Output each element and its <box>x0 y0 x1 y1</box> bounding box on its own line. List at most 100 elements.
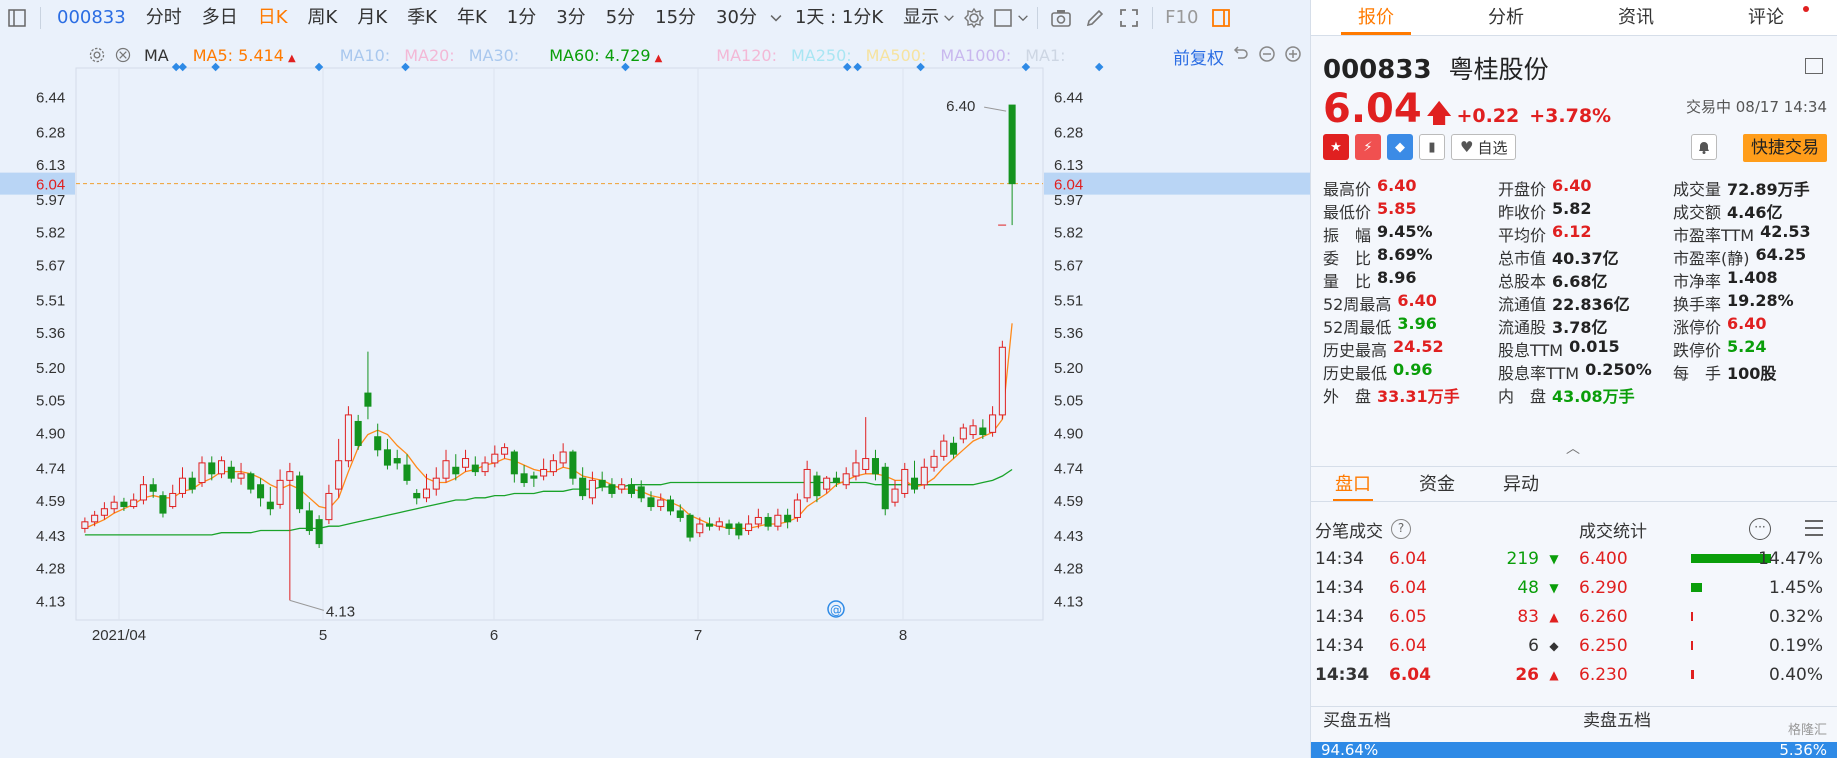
display-menu[interactable]: 显示 <box>903 7 940 28</box>
tick-list[interactable]: 14:34 6.04 219 ▼ 14:34 6.04 48 ▼ 14:34 6.05 83 ▲ 14:… <box>1315 544 1577 689</box>
bell-icon[interactable] <box>1691 134 1717 160</box>
period-select[interactable]: 1天 : 1分K <box>794 7 884 28</box>
candle-body <box>91 514 99 523</box>
tab-multiday[interactable]: 多日 <box>201 7 238 28</box>
tab-movement[interactable]: 异动 <box>1503 474 1539 495</box>
zoom-in-icon[interactable] <box>1284 45 1302 68</box>
tab-quote[interactable]: 报价 <box>1311 0 1441 35</box>
close-icon[interactable] <box>110 37 136 73</box>
stat-label: 流通值 <box>1498 294 1547 314</box>
volume-stats-title: 成交统计 <box>1579 521 1647 542</box>
bookmark-icon[interactable]: ▮ <box>1419 134 1445 160</box>
y-tick-label-right: 4.74 <box>1054 460 1083 477</box>
chevron-down-icon[interactable] <box>941 0 957 36</box>
stat-label: 市净率 <box>1673 271 1722 291</box>
stat-item: 市净率 1.408 <box>1673 268 1823 292</box>
toolbar-divider <box>1037 7 1039 29</box>
china-flag-icon[interactable]: ★ <box>1323 134 1349 160</box>
stat-label: 外 盘 <box>1323 386 1372 406</box>
tick-volume: 6 <box>1528 635 1539 656</box>
candlestick-chart[interactable]: 6.44 6.44 6.28 6.28 6.13 6.13 5.97 5.97 5.82 5.82… <box>0 0 1310 758</box>
tab-news[interactable]: 资讯 <box>1618 7 1654 28</box>
tab-15min[interactable]: 15分 <box>655 7 697 28</box>
f10-button[interactable]: F10 <box>1165 7 1199 28</box>
ma-label[interactable]: MA <box>144 45 169 65</box>
tab-30min[interactable]: 30分 <box>716 7 757 28</box>
tick-time: 14:34 <box>1315 635 1364 656</box>
stat-value: 8.96 <box>1377 267 1417 287</box>
tab-capital[interactable]: 资金 <box>1419 474 1455 495</box>
gear-icon[interactable] <box>84 37 110 73</box>
chevron-down-icon[interactable] <box>1015 0 1031 36</box>
tab-comments[interactable]: 评论 <box>1701 0 1831 35</box>
stat-value: 42.53 <box>1760 221 1811 241</box>
fast-trade-button[interactable]: 快捷交易 <box>1743 134 1827 162</box>
sidebar-toggle-icon[interactable] <box>0 0 34 36</box>
ma60-indicator: MA60: 4.729 ▲ <box>549 46 662 65</box>
x-tick-label: 7 <box>694 627 702 644</box>
candle-body <box>139 484 147 501</box>
tab-monthly-k[interactable]: 月K <box>357 7 388 28</box>
tab-5min[interactable]: 5分 <box>605 7 636 28</box>
tag-icon[interactable]: ◆ <box>1387 134 1413 160</box>
chevron-down-icon[interactable] <box>767 0 785 36</box>
candle-body <box>520 473 528 484</box>
square-icon[interactable] <box>991 0 1015 36</box>
buy-book-title[interactable]: 买盘五档 <box>1323 711 1391 731</box>
undo-icon[interactable] <box>1232 45 1250 68</box>
candle-body <box>715 521 723 527</box>
tab-3min[interactable]: 3分 <box>556 7 586 28</box>
tab-daily-k[interactable]: 日K <box>257 7 288 28</box>
panel-toggle-icon[interactable] <box>1204 0 1238 36</box>
candle-body <box>344 414 352 462</box>
candle-body <box>637 486 645 499</box>
tick-time: 14:34 <box>1315 664 1370 685</box>
stat-item: 最高价 6.40 <box>1323 176 1498 200</box>
camera-icon[interactable] <box>1044 0 1078 36</box>
y-tick-label-right: 5.05 <box>1054 393 1083 410</box>
help-icon[interactable]: ? <box>1391 519 1411 539</box>
fullscreen-icon[interactable] <box>1112 0 1146 36</box>
tab-yearly-k[interactable]: 年K <box>456 7 487 28</box>
volume-stat-row: 6.400 14.47% <box>1579 544 1831 573</box>
event-marker-icon <box>178 62 187 72</box>
list-icon[interactable] <box>1805 520 1823 536</box>
toolbar-divider <box>40 7 41 29</box>
more-icon[interactable]: ··· <box>1749 518 1771 540</box>
candle-body <box>959 427 967 440</box>
tab-1min[interactable]: 1分 <box>506 7 537 28</box>
candle-body <box>130 499 138 508</box>
order-book-header: 买盘五档 卖盘五档 <box>1311 706 1837 734</box>
tab-quarterly-k[interactable]: 季K <box>407 7 437 28</box>
stock-code-label[interactable]: 000833 <box>57 7 126 28</box>
ma20-indicator: MA20: <box>404 45 455 65</box>
add-watchlist-button[interactable]: ♥ 自选 <box>1451 134 1517 160</box>
candle-body <box>149 484 157 492</box>
panel-layout-icon[interactable] <box>1805 58 1823 74</box>
pencil-icon[interactable] <box>1078 0 1112 36</box>
candle-body <box>374 436 382 451</box>
tick-volume: 48 <box>1517 577 1539 598</box>
candle-body <box>296 475 304 510</box>
adjust-mode-button[interactable]: 前复权 <box>1173 49 1224 69</box>
y-tick-label-left: 5.20 <box>36 360 65 377</box>
sell-book-title[interactable]: 卖盘五档 <box>1583 711 1651 731</box>
tab-orderbook[interactable]: 盘口 <box>1311 467 1395 501</box>
tab-weekly-k[interactable]: 周K <box>307 7 338 28</box>
event-marker-icon <box>1094 62 1104 72</box>
tab-fenshi[interactable]: 分时 <box>145 7 182 28</box>
candle-body <box>793 499 801 518</box>
y-tick-label-left: 6.13 <box>36 157 65 174</box>
volume-stat-pct: 0.40% <box>1768 664 1823 685</box>
low-price-annotation: 4.13 <box>326 603 355 620</box>
candle-body <box>120 501 128 508</box>
tab-analysis[interactable]: 分析 <box>1488 7 1524 28</box>
candle-body <box>608 484 616 494</box>
zoom-out-icon[interactable] <box>1258 45 1276 68</box>
runner-icon[interactable]: ⚡ <box>1355 134 1381 160</box>
x-tick-label: 2021/04 <box>92 627 146 644</box>
y-tick-label-left: 4.13 <box>36 593 65 610</box>
gear-icon[interactable] <box>957 0 991 36</box>
chevron-up-icon[interactable]: ︿ <box>1566 441 1580 457</box>
